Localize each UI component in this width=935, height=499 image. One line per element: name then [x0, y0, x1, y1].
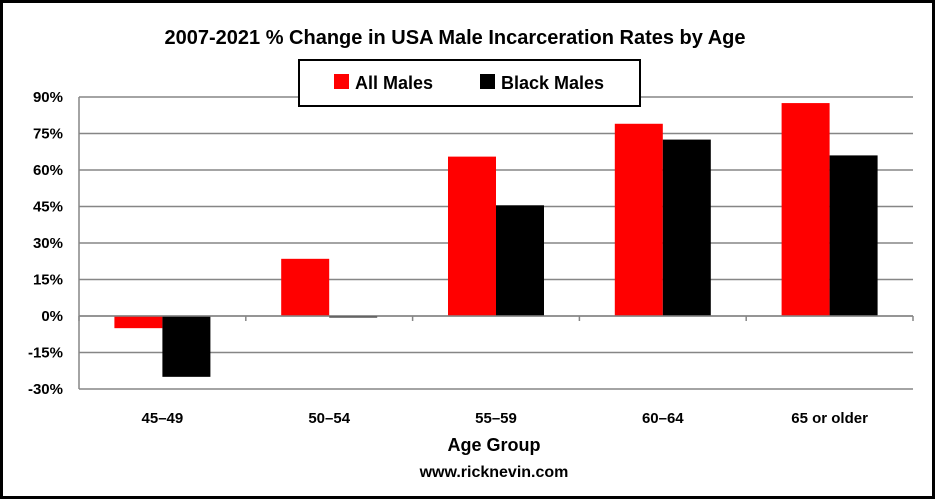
y-tick-label: 15%: [33, 272, 63, 289]
plot-area: 90% 75% 60% 45% 30% 15% 0% -15% -30% 45–49 50–54 5…: [28, 89, 914, 427]
chart-title: 2007-2021 % Change in USA Male Incarcera…: [165, 27, 746, 49]
legend: All Males Black Males: [298, 59, 641, 107]
legend-label-black-males: Black Males: [501, 73, 604, 93]
y-tick-label: -15%: [28, 345, 63, 362]
x-tick-label: 60–64: [642, 410, 684, 427]
bars: [78, 103, 914, 377]
legend-swatch-all-males: [334, 74, 349, 89]
bar-black-males: [496, 205, 544, 316]
credit-text: www.ricknevin.com: [419, 464, 569, 481]
y-tick-label: 0%: [41, 308, 63, 325]
bar-black-males: [162, 316, 211, 377]
y-tick-label: -30%: [28, 381, 63, 398]
y-tick-label: 45%: [33, 199, 63, 216]
x-axis-title: Age Group: [448, 435, 541, 455]
bar-all-males: [448, 156, 496, 316]
y-axis-ticks: 90% 75% 60% 45% 30% 15% 0% -15% -30%: [28, 89, 63, 398]
x-tick-label: 45–49: [142, 410, 184, 427]
legend-swatch-black-males: [480, 74, 495, 89]
legend-box: [298, 59, 641, 107]
x-axis-ticks: 45–49 50–54 55–59 60–64 65 or older: [142, 410, 869, 427]
x-tick-label: 50–54: [308, 410, 350, 427]
bar-all-males: [281, 258, 330, 316]
bar-all-males: [114, 316, 163, 329]
bar-all-males: [781, 103, 830, 316]
x-tick-label: 65 or older: [791, 410, 868, 427]
x-tick-label: 55–59: [475, 410, 517, 427]
bar-black-males: [662, 139, 711, 316]
y-tick-label: 90%: [33, 89, 63, 106]
y-tick-label: 30%: [33, 235, 63, 252]
y-tick-label: 60%: [33, 162, 63, 179]
legend-label-all-males: All Males: [355, 73, 433, 93]
y-tick-label: 75%: [33, 126, 63, 143]
bar-black-males: [829, 155, 878, 316]
bar-all-males: [614, 123, 663, 317]
